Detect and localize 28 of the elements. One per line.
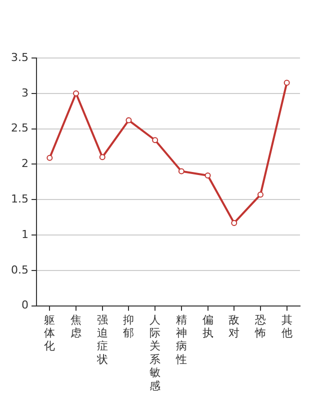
x-tick-label: 偏执 xyxy=(202,313,214,340)
y-tick-label: 1 xyxy=(21,228,28,241)
x-tick-label: 人际关系敏感 xyxy=(150,313,161,392)
y-tick-label: 2 xyxy=(21,157,28,170)
x-tick-label: 抑郁 xyxy=(123,313,134,340)
point xyxy=(73,90,80,96)
x-tick-label: 恐怖 xyxy=(254,313,266,340)
point xyxy=(257,192,264,198)
x-tick-label: 焦虑 xyxy=(70,313,82,340)
x-tick-label: 强迫症状 xyxy=(96,313,108,366)
y-tick-label: 1.5 xyxy=(10,192,28,206)
point xyxy=(204,172,211,179)
x-tick-label: 其他 xyxy=(281,313,292,340)
point xyxy=(46,154,53,161)
point xyxy=(99,154,106,160)
x-tick-label: 敌对 xyxy=(228,313,240,340)
y-tick-label: 0.5 xyxy=(10,263,28,276)
y-tick-label: 3 xyxy=(21,86,28,100)
y-tick-label: 2.5 xyxy=(10,122,28,135)
y-tick-label: 3.5 xyxy=(10,50,28,64)
point xyxy=(231,220,238,226)
point xyxy=(152,137,158,144)
x-tick-label: 躯体化 xyxy=(44,313,56,353)
point xyxy=(284,80,290,86)
y-tick-label: 0 xyxy=(21,298,28,312)
point xyxy=(126,117,132,124)
point xyxy=(178,168,184,174)
x-tick-label: 精神病性 xyxy=(174,313,187,366)
